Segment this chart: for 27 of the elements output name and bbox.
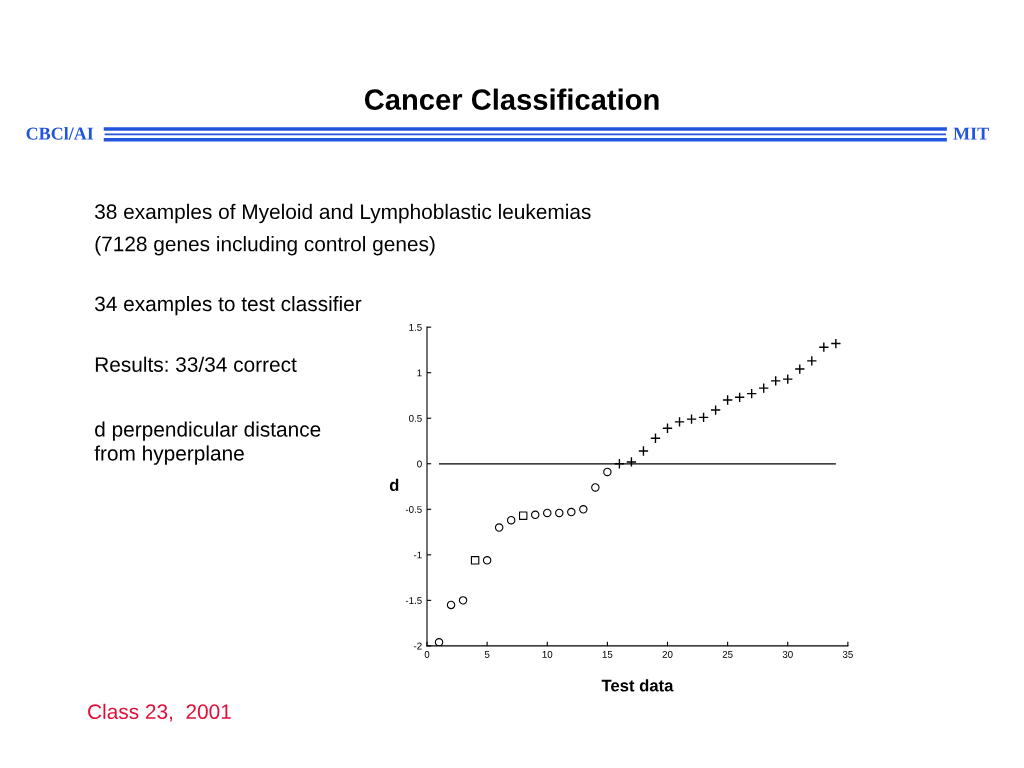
y-tick-label: 0.5 [409, 414, 422, 422]
x-tick-label: 5 [484, 651, 490, 658]
y-tick-label: 0 [417, 460, 422, 468]
text: 38 examples of Myeloid and Lymphoblastic leukemias [95, 203, 591, 224]
x-tick-label: 35 [842, 651, 853, 658]
text: d perpendicular distance from hyperplane [94, 421, 321, 465]
x-tick-label: 25 [722, 651, 733, 658]
x-tick-label: 20 [662, 651, 673, 658]
y-tick-label: -1.5 [405, 597, 422, 604]
text: (7128 genes including control genes) [95, 236, 435, 256]
y-tick-label: -0.5 [405, 506, 422, 513]
text: CBCl/AI [26, 126, 94, 140]
chart-title: Cancer Classification [364, 88, 659, 110]
x-tick-label: 30 [782, 651, 793, 658]
x-axis-title: Test data [601, 679, 674, 692]
text: MIT [953, 127, 989, 140]
text: 34 examples to test classifier [95, 295, 362, 316]
x-tick-label: 15 [602, 651, 613, 658]
x-tick-label: 10 [542, 651, 553, 658]
x-tick-label: 0 [424, 651, 430, 658]
y-tick-label: 1.5 [409, 324, 422, 331]
y-axis-title: d [389, 478, 399, 491]
y-tick-label: 1 [417, 369, 422, 377]
y-tick-label: -2 [413, 642, 422, 650]
text: Class 23, 2001 [88, 703, 231, 722]
y-tick-label: -1 [413, 551, 422, 559]
text: Results: 33/34 correct [95, 356, 297, 372]
